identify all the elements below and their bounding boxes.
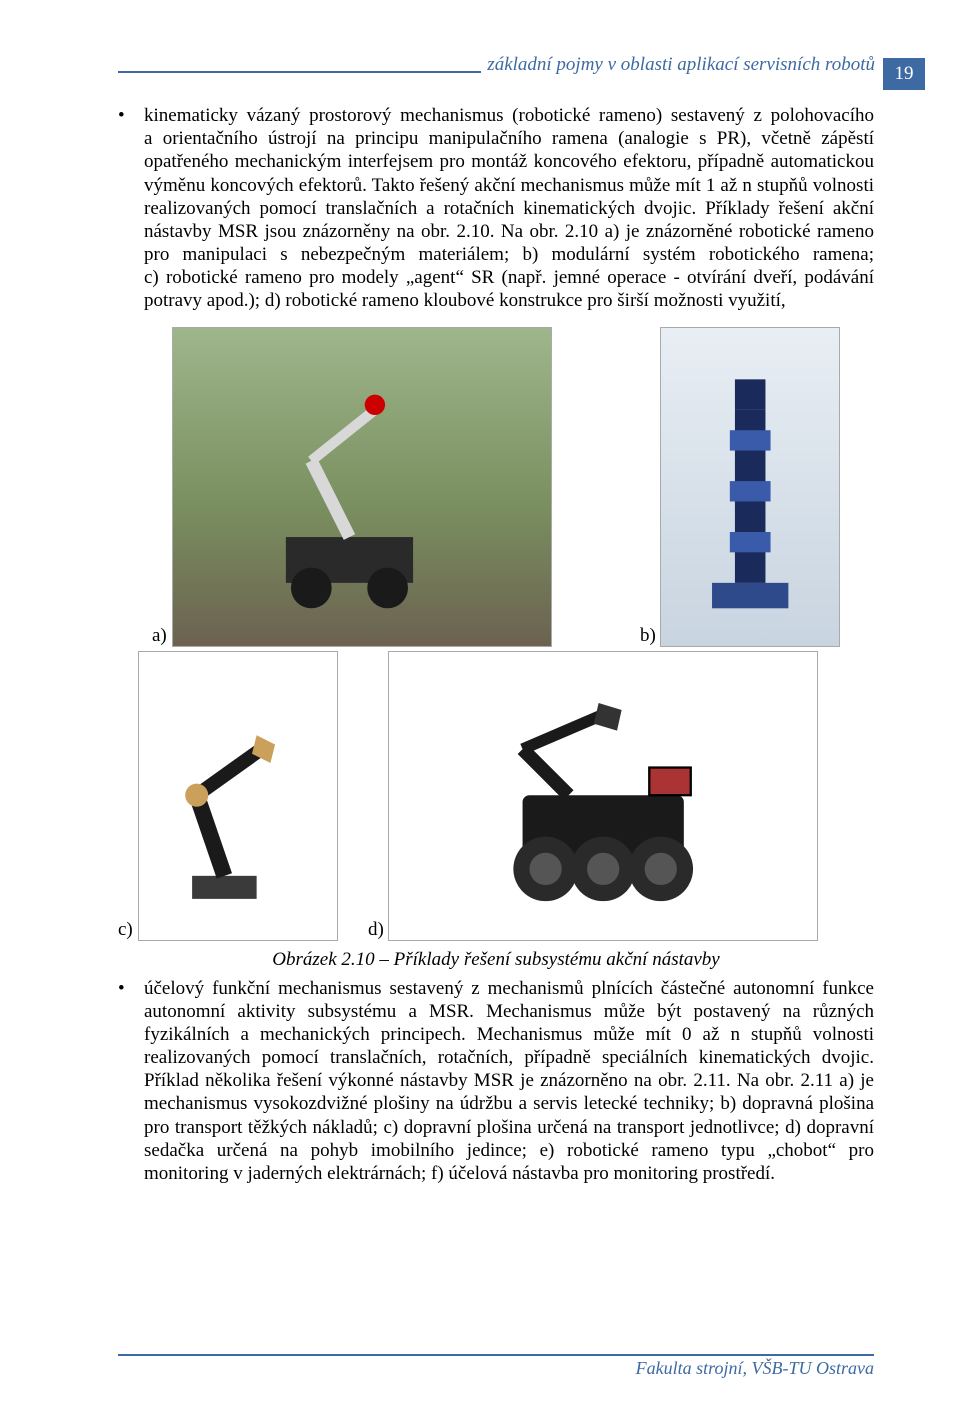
page-number: 19 [895, 63, 914, 85]
figure-a-image [172, 327, 552, 647]
figure-c-label: c) [118, 919, 133, 941]
figure-b-label: b) [640, 625, 656, 647]
figure-d-image [388, 651, 818, 941]
bullet-marker: • [118, 977, 144, 1186]
figure-caption: Obrázek 2.10 – Příklady řešení subsystém… [118, 949, 874, 971]
figure-a: a) [172, 327, 552, 647]
figure-b: b) [660, 327, 840, 647]
figure-d: d) [388, 651, 818, 941]
bullet-marker: • [118, 104, 144, 313]
figure-c: c) [138, 651, 338, 941]
light-arm-icon [159, 680, 317, 910]
figure-row-bottom: c) d) [118, 651, 874, 941]
bullet-item: • kinematicky vázaný prostorový mechanis… [118, 104, 874, 313]
running-title: základní pojmy v oblasti aplikací servis… [481, 54, 883, 76]
figure-c-image [138, 651, 338, 941]
page-content: • kinematicky vázaný prostorový mechanis… [118, 0, 874, 1185]
figure-b-image [660, 327, 840, 647]
bullet-text: účelový funkční mechanismus sestavený z … [144, 977, 874, 1186]
running-header: základní pojmy v oblasti aplikací servis… [118, 54, 925, 76]
figure-a-label: a) [152, 625, 167, 647]
bullet-text: kinematicky vázaný prostorový mechanismu… [144, 104, 874, 313]
header-rule [118, 71, 481, 73]
figure-row-top: a) b) [118, 327, 874, 647]
figure-d-label: d) [368, 919, 384, 941]
footer-text: Fakulta strojní, VŠB-TU Ostrava [636, 1358, 874, 1378]
bullet-item: • účelový funkční mechanismus sestavený … [118, 977, 874, 1186]
rover-icon [432, 680, 774, 910]
robot-arm-icon [211, 359, 513, 613]
page-number-badge: 19 [883, 58, 925, 90]
page-footer: Fakulta strojní, VŠB-TU Ostrava [118, 1354, 874, 1379]
modular-arm-icon [679, 359, 821, 613]
